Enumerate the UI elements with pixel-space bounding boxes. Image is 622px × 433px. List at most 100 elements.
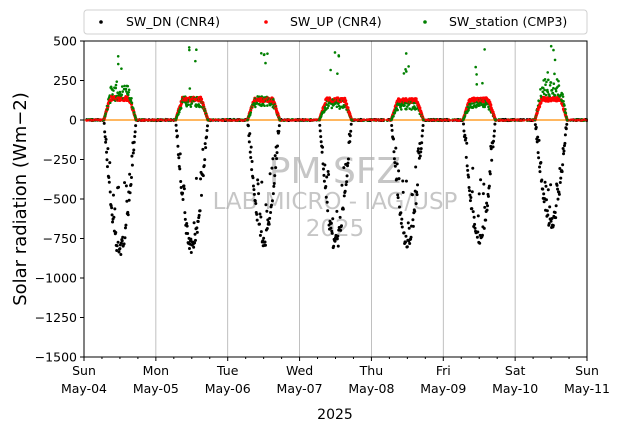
sw-dn-point [487,184,491,188]
sw-dn-point [321,145,325,149]
sw-dn-point [274,166,278,170]
sw-up-point [346,106,350,110]
sw-up-point [232,119,235,122]
sw-dn-point [397,169,401,173]
sw-dn-point [247,140,251,144]
sw-up-point [374,119,378,122]
sw-up-point [569,118,572,122]
sw-dn-point [133,134,137,138]
x-tick-label-day: Wed [286,363,313,378]
sw-dn-point [346,157,350,161]
sw-dn-point [413,209,417,213]
sw-dn-point [562,152,566,156]
sw-station-point [326,106,329,110]
sw-dn-point [107,176,111,179]
sw-dn-point [115,244,119,248]
sw-dn-point [542,192,546,196]
sw-dn-point [407,226,411,230]
sw-dn-point [103,135,107,139]
sw-up-point [236,119,239,122]
sw-dn-point [125,199,129,203]
sw-station-point [254,105,257,109]
legend-label: SW_UP (CNR4) [290,14,382,29]
sw-dn-point [338,215,342,219]
sw-station-point [550,88,554,92]
sw-dn-point [471,210,475,214]
sw-dn-point [194,176,198,180]
sw-dn-point [554,204,558,208]
sw-station-spike [483,48,486,51]
sw-dn-point [473,222,477,226]
sw-station-point [483,105,487,109]
sw-dn-point [195,230,199,234]
sw-dn-point [473,226,477,230]
sw-dn-point [481,192,485,196]
sw-dn-point [558,181,562,185]
sw-dn-point [205,124,209,128]
sw-station-point [186,103,190,107]
sw-station-spike [336,72,339,75]
sw-dn-point [263,240,267,244]
y-tick-label: 0 [69,113,77,128]
sw-dn-point [189,237,193,241]
sw-dn-point [255,218,259,222]
sw-dn-point [399,221,403,225]
sw-dn-point [393,164,397,168]
sw-dn-point [203,158,207,162]
sw-up-point [424,118,428,122]
sw-dn-point [562,144,566,148]
sw-dn-point [113,207,117,211]
sw-dn-point [335,237,339,241]
sw-dn-point [479,178,483,182]
sw-dn-point [485,201,489,205]
sw-dn-point [269,211,273,214]
sw-up-point [507,118,511,122]
sw-dn-point [421,123,425,127]
x-tick-label-day: Sat [505,363,526,378]
sw-dn-point [541,187,545,191]
sw-dn-point [544,198,548,202]
sw-dn-point [490,158,494,162]
y-tick-label: −250 [43,152,77,167]
sw-up-point [302,118,306,122]
sw-station-point [561,95,565,98]
sw-dn-point [175,129,179,133]
sw-station-spike [194,59,197,63]
sw-dn-point [419,147,423,151]
sw-dn-point [472,215,476,219]
sw-dn-point [546,188,550,192]
sw-station-spike [266,52,269,55]
sw-dn-point [179,180,183,184]
sw-station-spike [404,68,407,71]
sw-station-spike [114,83,118,87]
sw-dn-point [557,192,561,196]
sw-up-point [535,111,539,115]
sw-dn-point [123,226,127,230]
sw-station-point [130,101,134,105]
sw-dn-point [117,185,121,189]
sw-dn-point [249,156,253,160]
sw-dn-point [492,139,496,143]
sw-dn-point [489,147,493,151]
sw-dn-point [272,184,276,188]
sw-station-point [548,84,552,87]
sw-up-point [211,119,215,122]
sw-dn-point [562,149,566,153]
sw-dn-point [346,164,350,168]
sw-dn-point [105,158,109,162]
sw-up-point [305,118,309,121]
sw-dn-point [253,199,257,203]
sw-up-point [199,97,204,101]
sw-up-point [457,119,461,122]
sw-up-point [537,105,542,109]
sw-dn-point [485,208,489,212]
sw-up-point [218,118,222,122]
sw-station-spike [188,87,192,90]
sw-dn-point [488,172,492,176]
sw-dn-point [192,245,196,249]
sw-dn-point [196,220,200,224]
sw-dn-point [404,240,408,244]
sw-dn-point [482,226,486,230]
sw-up-point [344,102,349,106]
sw-station-point [350,118,353,122]
